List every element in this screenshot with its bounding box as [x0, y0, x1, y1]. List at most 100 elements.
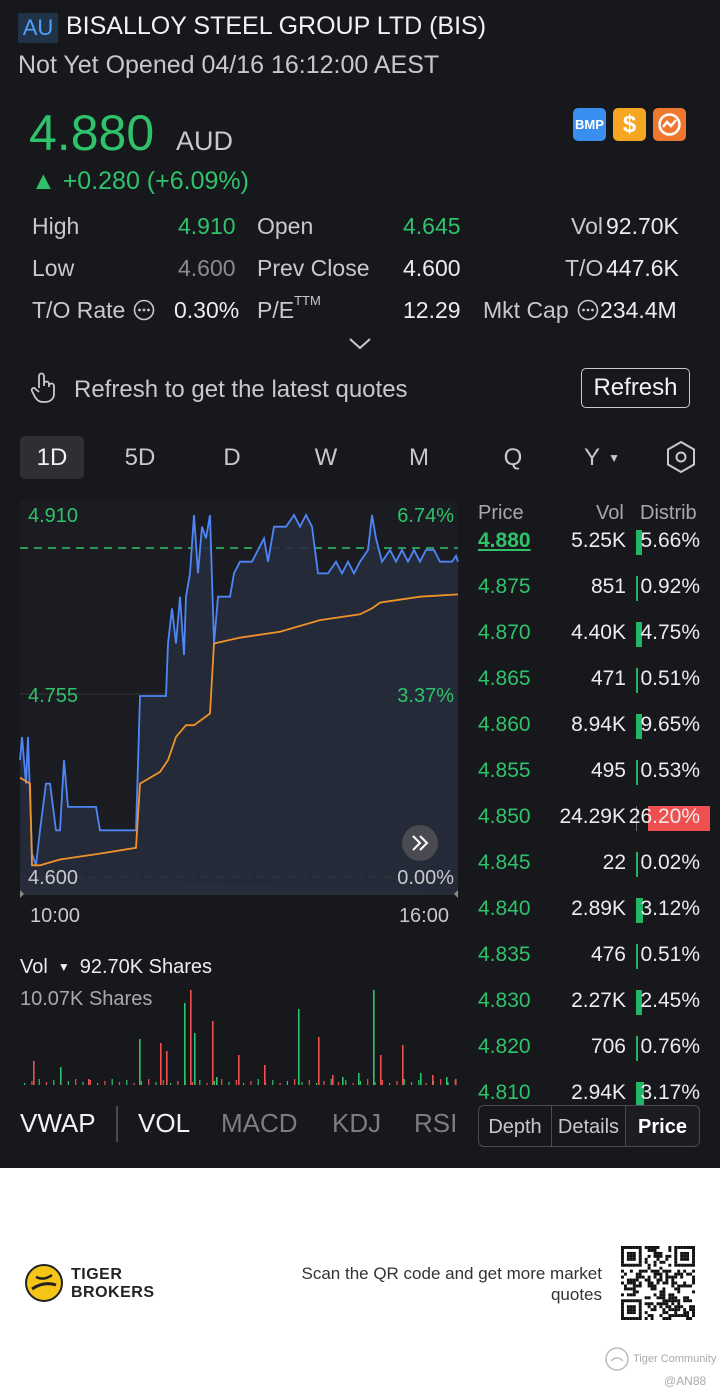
volume-bar	[166, 1051, 168, 1085]
volume-bar	[359, 1081, 361, 1085]
volume-bar	[133, 1083, 135, 1085]
volume-bar	[75, 1079, 77, 1085]
bmp-icon[interactable]: BMP	[573, 108, 606, 141]
ob-distrib-bar	[636, 990, 642, 1015]
open-value: 4.645	[403, 213, 461, 239]
volume-bar	[279, 1083, 281, 1085]
segment-depth[interactable]: Depth	[478, 1105, 552, 1147]
indicator-vwap[interactable]: VWAP	[20, 1108, 96, 1138]
volume-bar	[418, 1080, 420, 1085]
volume-bar	[139, 1039, 141, 1085]
ob-price: 4.835	[478, 943, 531, 966]
volume-bar	[191, 1082, 194, 1085]
tab-d[interactable]: D	[223, 444, 241, 471]
price-line	[19, 513, 459, 866]
ob-price: 4.840	[478, 897, 531, 920]
volume-bar	[53, 1080, 55, 1085]
tab-q[interactable]: Q	[503, 444, 523, 471]
orderbook-row[interactable]: 4.875 851 0.92%	[478, 575, 700, 605]
volume-bar	[97, 1083, 99, 1085]
volume-bar	[199, 1080, 201, 1085]
volume-bar	[454, 1080, 456, 1085]
ob-distrib: 9.65%	[640, 713, 700, 736]
volume-bar	[318, 1037, 320, 1085]
settings-icon[interactable]	[664, 440, 698, 479]
more-info-icon[interactable]	[577, 299, 599, 326]
orderbook-row[interactable]: 4.810 2.94K 3.17%	[478, 1081, 700, 1111]
indicator-kdj[interactable]: KDJ	[332, 1108, 382, 1138]
volume-bar	[206, 1083, 208, 1085]
ob-distrib: 0.02%	[640, 851, 700, 874]
y-high-label: 4.910	[28, 505, 78, 527]
segment-price[interactable]: Price	[625, 1105, 700, 1147]
orderbook-row[interactable]: 4.840 2.89K 3.12%	[478, 897, 700, 927]
caret-down-icon: ▼	[608, 451, 620, 465]
orderbook-row[interactable]: 4.870 4.40K 4.75%	[478, 621, 700, 651]
volume-bar	[235, 1080, 237, 1085]
chevron-down-icon[interactable]	[348, 336, 372, 357]
ob-price: 4.870	[478, 621, 531, 644]
ob-distrib: 0.53%	[640, 759, 700, 782]
volume-bar	[160, 1043, 162, 1085]
tab-w[interactable]: W	[314, 444, 338, 471]
volume-bar	[345, 1080, 347, 1085]
market-badge: AU	[18, 13, 58, 43]
ob-distrib: 3.12%	[640, 897, 700, 920]
orderbook-row[interactable]: 4.855 495 0.53%	[478, 759, 700, 789]
volume-bar	[272, 1080, 274, 1085]
orderbook-row[interactable]: 4.835 476 0.51%	[478, 943, 700, 973]
volume-bar	[88, 1079, 90, 1085]
ob-distrib-bar	[636, 898, 644, 923]
ob-price: 4.850	[478, 805, 531, 828]
ob-distrib-bar	[636, 1082, 644, 1107]
vol-value: 92.70K	[606, 213, 679, 239]
volume-bar	[148, 1079, 150, 1085]
intraday-chart[interactable]: 4.910 4.755 4.600 6.74% 3.37% 0.00% 10:0…	[0, 500, 470, 1100]
tab-m[interactable]: M	[409, 444, 429, 471]
volume-bar	[45, 1082, 48, 1085]
more-info-icon[interactable]	[133, 299, 155, 326]
volume-bar	[389, 1083, 391, 1085]
ob-header-price: Price	[478, 502, 524, 524]
volume-bar	[264, 1065, 266, 1085]
volume-bar	[301, 1082, 303, 1085]
y-low-label: 4.600	[28, 867, 78, 889]
dollar-icon[interactable]: $	[613, 108, 646, 141]
ob-price: 4.855	[478, 759, 531, 782]
stock-title: BISALLOY STEEL GROUP LTD (BIS)	[66, 12, 487, 40]
ob-price: 4.845	[478, 851, 531, 874]
chart-badge-icon[interactable]	[653, 108, 686, 141]
ob-header-vol: Vol	[596, 502, 624, 524]
high-label: High	[32, 213, 80, 239]
orderbook-row[interactable]: 4.850 24.29K 26.20%	[478, 805, 710, 835]
refresh-button[interactable]: Refresh	[581, 368, 690, 408]
volume-bar	[323, 1081, 325, 1085]
volume-bar	[298, 1009, 300, 1085]
vol-label: Vol	[571, 213, 603, 239]
ob-vol: 2.27K	[571, 989, 626, 1012]
volume-bar	[82, 1082, 84, 1085]
caret-down-icon: ▼	[57, 960, 70, 974]
volume-bar	[381, 1080, 383, 1085]
orderbook-row[interactable]: 4.880 5.25K 5.66%	[478, 529, 700, 559]
tab-5d[interactable]: 5D	[124, 444, 156, 471]
volume-bar	[352, 1083, 354, 1085]
indicator-vol[interactable]: VOL	[138, 1108, 191, 1138]
orderbook-row[interactable]: 4.860 8.94K 9.65%	[478, 713, 700, 743]
indicator-rsi[interactable]: RSI	[414, 1108, 458, 1138]
volume-bar	[330, 1079, 332, 1085]
volume-bar	[118, 1082, 121, 1085]
pct-mid-label: 3.37%	[397, 685, 454, 707]
indicator-macd[interactable]: MACD	[221, 1108, 298, 1138]
orderbook-row[interactable]: 4.830 2.27K 2.45%	[478, 989, 700, 1019]
segment-details[interactable]: Details	[551, 1105, 626, 1147]
ob-distrib-bar	[648, 806, 710, 831]
orderbook-row[interactable]: 4.845 22 0.02%	[478, 851, 700, 881]
tab-1d[interactable]: 1D	[20, 436, 84, 479]
tab-y[interactable]: Y ▼	[584, 444, 620, 471]
orderbook-row[interactable]: 4.820 706 0.76%	[478, 1035, 700, 1065]
volume-bar	[337, 1082, 340, 1085]
ob-header-distrib: Distrib	[640, 502, 697, 524]
orderbook-row[interactable]: 4.865 471 0.51%	[478, 667, 700, 697]
ob-vol: 2.89K	[571, 897, 626, 920]
